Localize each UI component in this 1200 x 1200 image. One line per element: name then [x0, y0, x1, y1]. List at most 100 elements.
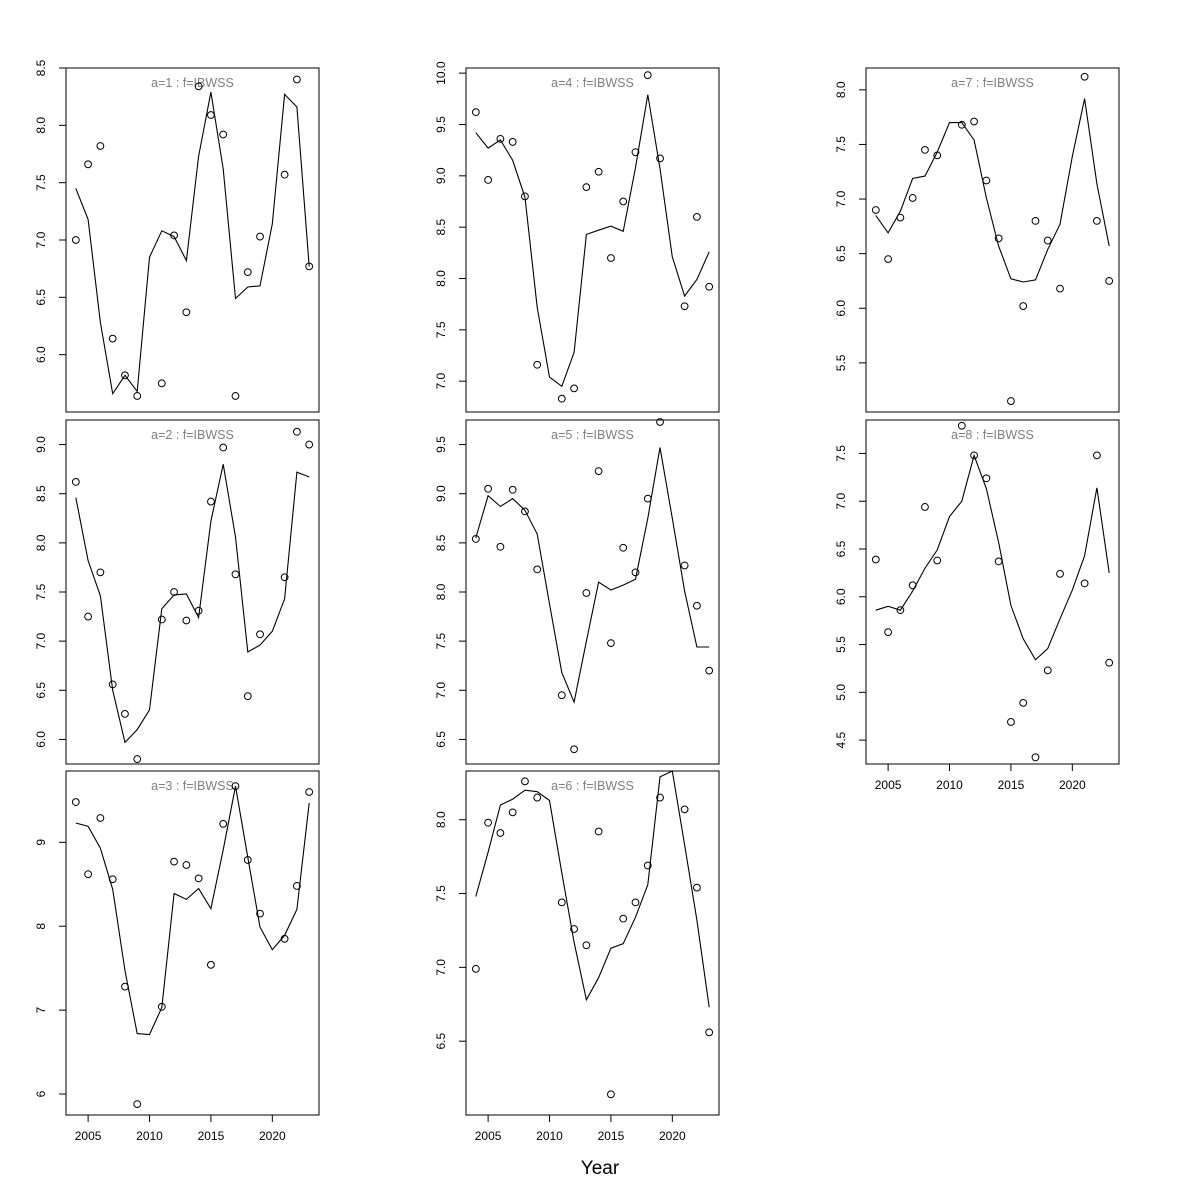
data-point [1105, 658, 1114, 667]
plot-frame [865, 67, 1120, 413]
data-point [970, 451, 978, 460]
y-tick-label: 8.0 [34, 117, 48, 134]
data-point [157, 1002, 166, 1011]
data-point [231, 782, 240, 791]
data-point [471, 964, 480, 973]
x-tick-label: 2005 [75, 1129, 102, 1143]
panel-title: a=2 : f=IBWSS [151, 428, 234, 442]
data-point [908, 194, 917, 202]
y-tick-label: 5.5 [834, 354, 848, 371]
data-point [521, 777, 529, 786]
data-point [594, 167, 603, 176]
x-tick-label: 2020 [659, 1129, 686, 1143]
panel-title: a=6 : f=IBWSS [551, 779, 634, 793]
data-point [994, 557, 1003, 566]
data-point [231, 570, 240, 579]
y-tick-label: 7.5 [434, 321, 448, 338]
fitted-line [875, 98, 1110, 283]
data-point [1080, 72, 1089, 81]
panel-title: a=1 : f=IBWSS [151, 76, 234, 90]
data-point [656, 418, 664, 426]
y-tick-label: 8.0 [434, 811, 448, 828]
data-point [957, 120, 966, 129]
chart-panel-1: a=1 : f=IBWSS 6.0 6.5 7.0 7.5 8.0 8.5 [34, 59, 320, 413]
data-point [957, 421, 966, 430]
y-tick-label: 4.5 [834, 731, 848, 748]
chart-panel-2: a=2 : f=IBWSS 6.0 6.5 7.0 7.5 8.0 8.5 9.0 [34, 419, 320, 765]
data-point [194, 82, 203, 91]
data-point [292, 75, 301, 84]
data-point [1092, 216, 1101, 225]
x-tick-label: 2010 [536, 1129, 563, 1143]
data-point [619, 914, 628, 923]
data-point [508, 138, 517, 146]
y-tick-label: 7.0 [434, 373, 448, 390]
data-point [96, 568, 105, 577]
data-point [692, 883, 701, 892]
data-point [219, 443, 228, 452]
plot-frame [65, 770, 320, 1116]
y-tick-label: 6.5 [34, 682, 48, 699]
data-point [182, 616, 191, 625]
data-point [631, 898, 640, 907]
data-point [896, 606, 905, 615]
data-point [1056, 569, 1064, 578]
data-point [219, 130, 228, 139]
y-tick-label: 6.5 [434, 1033, 448, 1050]
plot-frame [465, 419, 720, 765]
y-tick-label: 6.0 [34, 346, 48, 363]
data-point [243, 856, 252, 864]
data-point [484, 484, 493, 493]
plot-frame [865, 419, 1120, 765]
data-point [121, 371, 129, 380]
y-tick-label: 6.0 [834, 588, 848, 605]
plot-frame [465, 67, 720, 413]
data-point [1043, 236, 1052, 245]
y-tick-label: 8.5 [434, 219, 448, 236]
chart-panel-6: a=6 : f=IBWSS 6.5 7.0 7.5 8.0 2005 2010 2015 202… [434, 770, 720, 1143]
y-tick-label: 9.0 [434, 167, 448, 184]
fitted-line [475, 447, 710, 704]
panel-title: a=7 : f=IBWSS [951, 76, 1034, 90]
data-point [619, 543, 628, 552]
data-point [305, 788, 314, 796]
data-point [170, 857, 178, 866]
y-tick-label: 8.5 [34, 59, 48, 76]
chart-panel-8: a=8 : f=IBWSS 4.5 5.0 5.5 6.0 6.5 7.0 7.5 2005 20… [834, 419, 1120, 792]
data-point [484, 176, 493, 184]
data-point [680, 561, 689, 570]
data-point [705, 1028, 714, 1037]
y-tick-label: 7.0 [34, 231, 48, 248]
data-point [256, 232, 264, 241]
data-point [570, 745, 578, 754]
fitted-line [475, 94, 710, 388]
data-point [656, 154, 664, 163]
data-point [133, 1100, 142, 1108]
data-point [871, 206, 880, 214]
y-tick-label: 9 [34, 839, 48, 846]
data-point [207, 111, 215, 119]
data-point [1019, 302, 1028, 310]
data-point [170, 588, 178, 596]
x-tick-label: 2010 [136, 1129, 163, 1143]
data-point [582, 589, 591, 597]
data-point [607, 1090, 615, 1099]
data-point [896, 213, 905, 222]
chart-panel-3: a=3 : f=IBWSS 6 7 8 9 2005 2010 2015 2020 [34, 770, 320, 1143]
x-tick-label: 2020 [1059, 778, 1086, 792]
data-point [71, 478, 80, 486]
panel-title: a=5 : f=IBWSS [551, 428, 634, 442]
data-point [631, 568, 640, 577]
data-point [71, 236, 80, 244]
y-tick-label: 7.5 [434, 632, 448, 649]
data-point [970, 117, 978, 126]
data-point [521, 192, 529, 201]
x-tick-label: 2005 [875, 778, 902, 792]
fitted-line [75, 785, 310, 1036]
data-point [607, 254, 615, 262]
y-tick-label: 6 [34, 1090, 48, 1097]
y-tick-label: 8.5 [34, 485, 48, 502]
data-point [170, 231, 178, 240]
data-point [1080, 579, 1089, 588]
data-point [884, 255, 893, 264]
